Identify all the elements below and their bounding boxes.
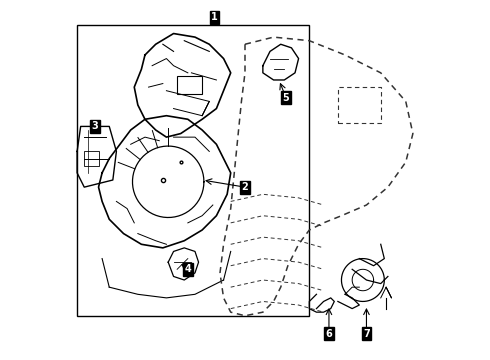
- Text: 7: 7: [363, 329, 370, 339]
- Text: 1: 1: [211, 13, 218, 22]
- Text: 6: 6: [325, 329, 332, 339]
- Bar: [84, 152, 98, 166]
- Text: 2: 2: [242, 182, 248, 192]
- Text: 4: 4: [184, 264, 191, 274]
- Text: 3: 3: [92, 121, 98, 131]
- Bar: [177, 76, 202, 94]
- Text: 5: 5: [283, 93, 290, 103]
